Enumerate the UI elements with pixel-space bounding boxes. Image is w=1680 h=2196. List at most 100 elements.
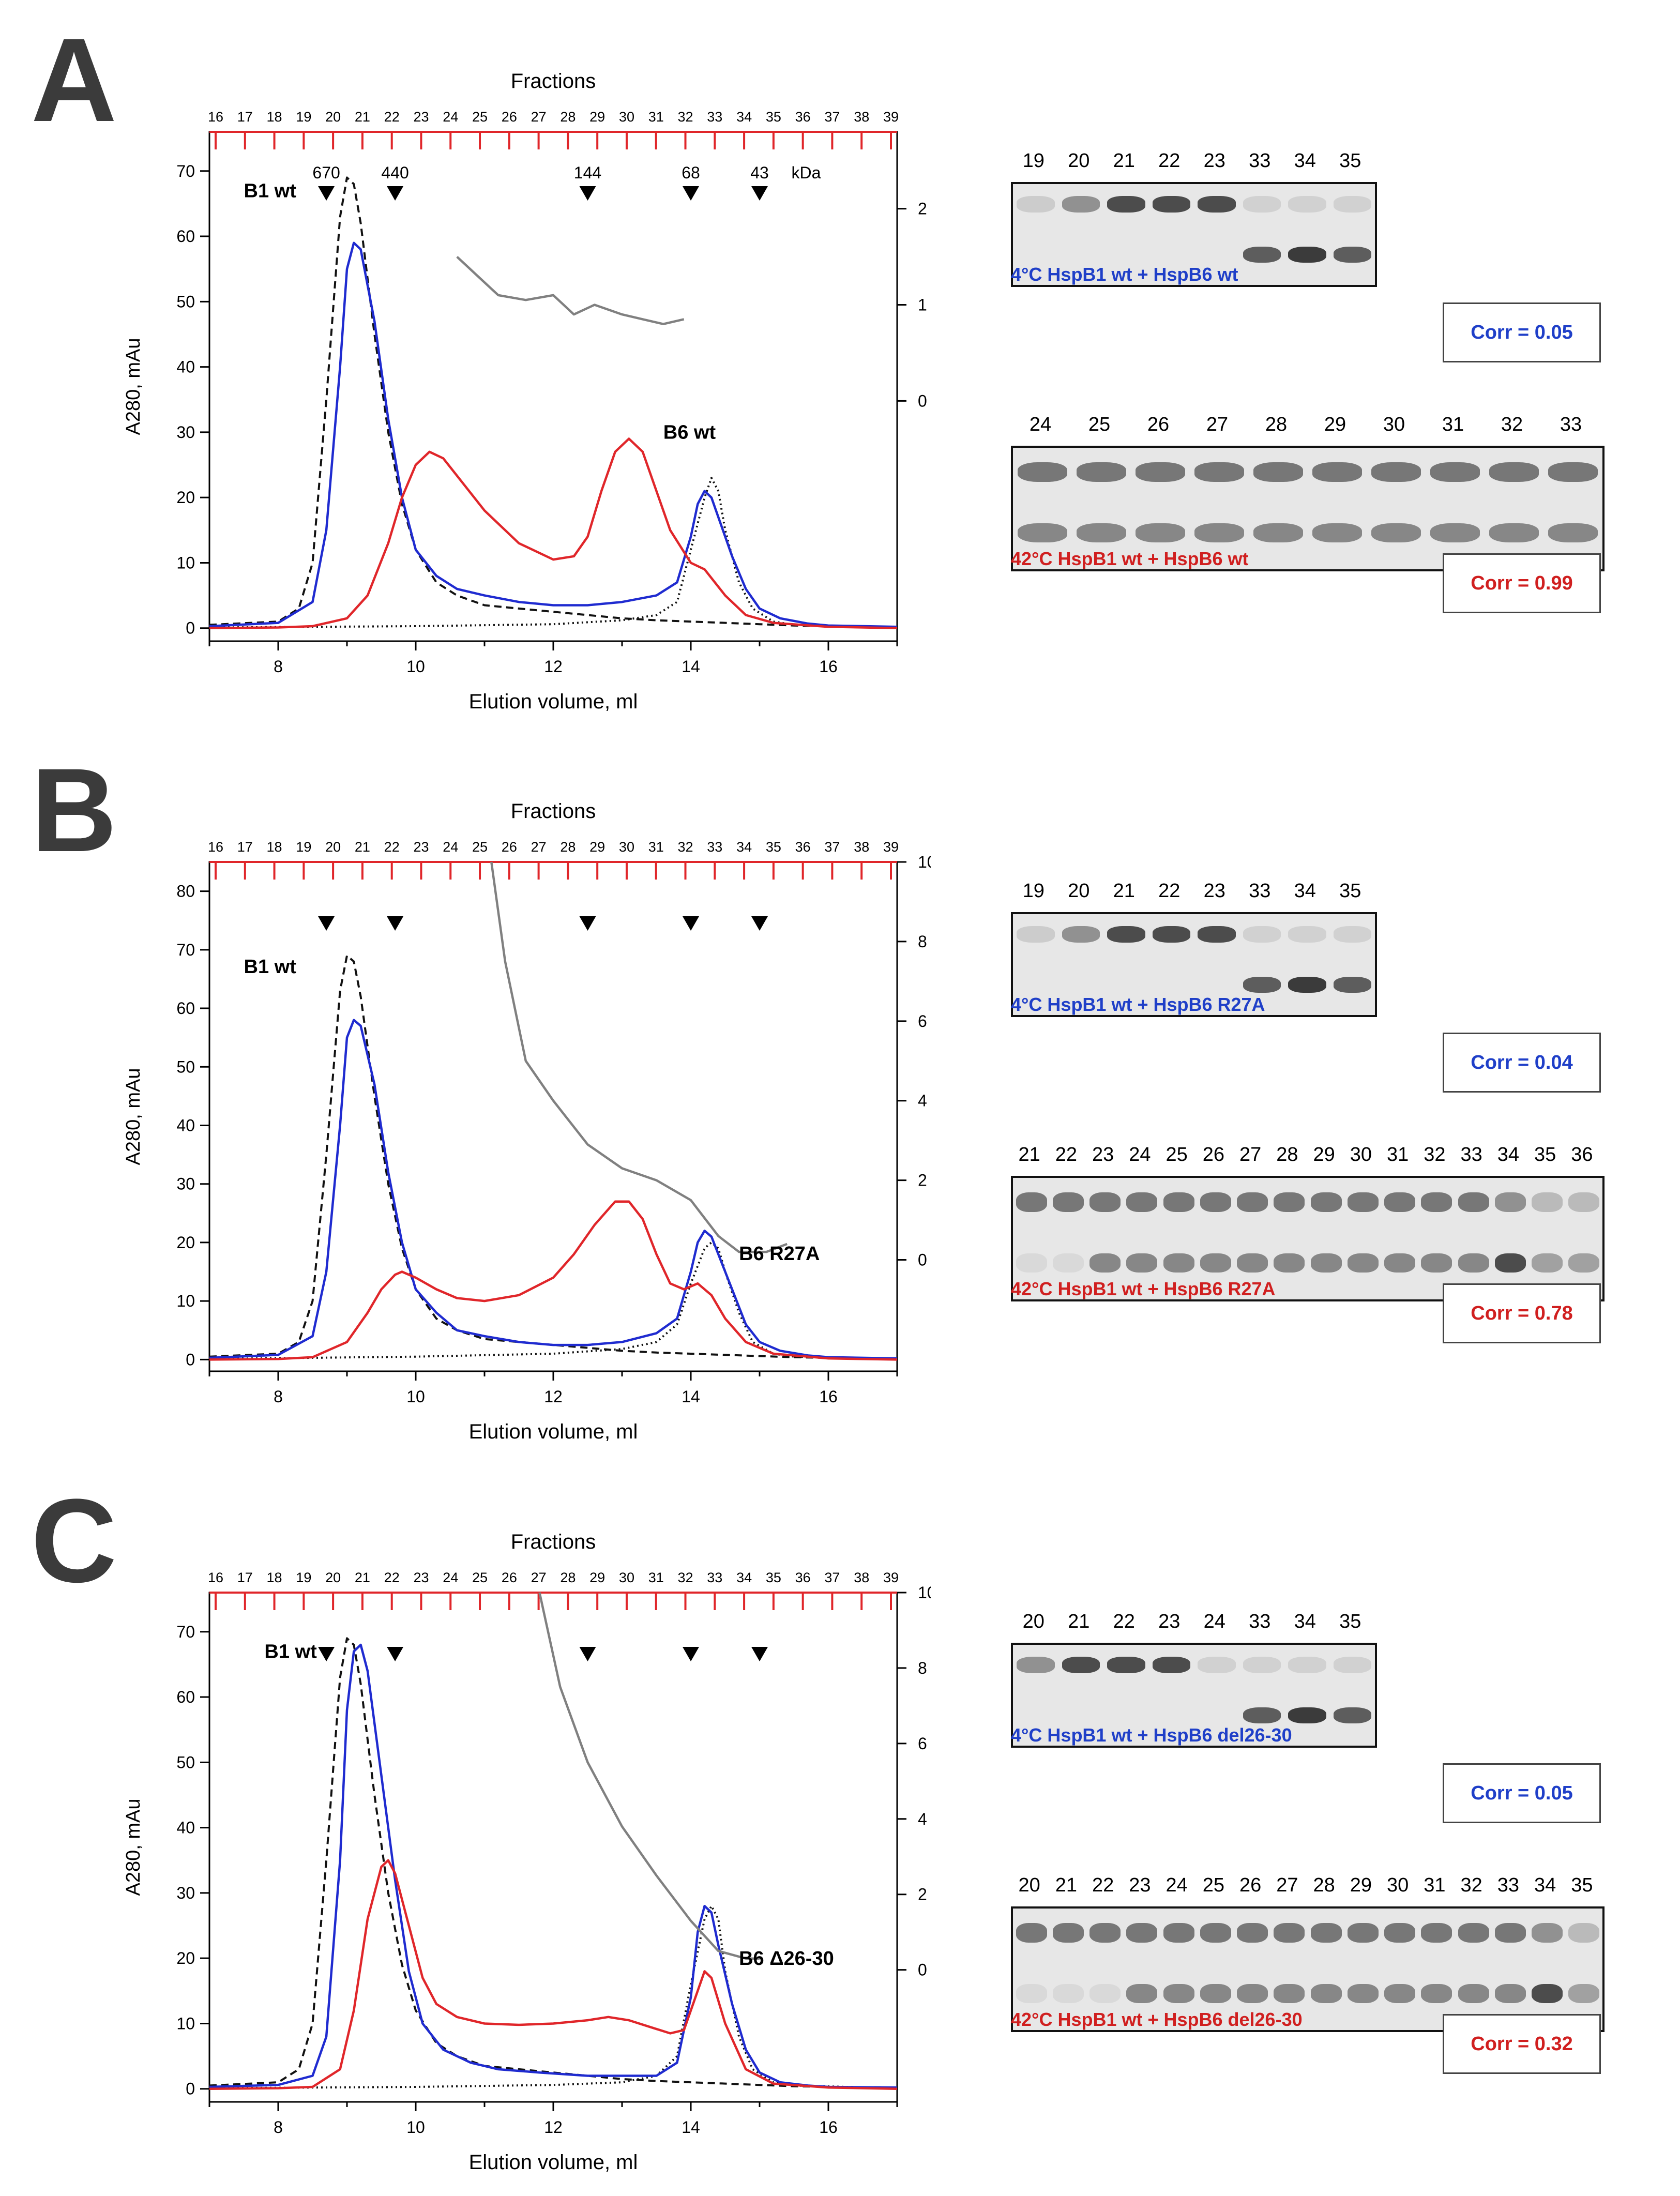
- fraction-label: 33: [707, 1570, 722, 1585]
- gel-band: [1243, 976, 1281, 993]
- fraction-label: 33: [707, 109, 722, 125]
- gel-band: [1194, 523, 1244, 543]
- gel-band: [1494, 1983, 1526, 2004]
- chromatogram-chart: 16 17 18 19 20 21 22 23 24 25 26 27 28 29 30 31 32 33 34 35…: [123, 800, 931, 1443]
- gel-band: [1062, 196, 1100, 213]
- fraction-label: 26: [502, 839, 517, 855]
- gel-lane-number: 30: [1386, 1874, 1409, 1896]
- gel-band: [1107, 196, 1145, 213]
- gel-lane-number: 29: [1350, 1874, 1372, 1896]
- gel-band: [1371, 462, 1421, 482]
- gel-band: [1548, 462, 1598, 482]
- size-marker-unit: kDa: [792, 163, 821, 182]
- fraction-label: 16: [208, 109, 223, 125]
- gel-lane-number: 30: [1350, 1144, 1372, 1165]
- y-tick-label: 30: [176, 423, 195, 442]
- gel-band: [1243, 246, 1281, 263]
- y2-tick-label: 4: [918, 1092, 927, 1110]
- gel-band: [1017, 926, 1055, 943]
- gel-lane-number: 28: [1276, 1144, 1298, 1165]
- gel-band: [1333, 926, 1371, 943]
- gel-lane-number: 26: [1239, 1874, 1262, 1896]
- gel-lane-number: 33: [1249, 150, 1271, 172]
- peak-annotation: B6 R27A: [739, 1243, 820, 1265]
- gel-band: [1107, 1657, 1145, 1673]
- fraction-label: 34: [736, 839, 752, 855]
- gel-band: [1310, 1192, 1342, 1212]
- gel-lane-number: 28: [1265, 414, 1288, 435]
- gel-band: [1274, 1983, 1305, 2004]
- fraction-label: 22: [384, 839, 400, 855]
- gel-band: [1489, 523, 1539, 543]
- gel-band: [1288, 1707, 1326, 1724]
- x-tick-label: 10: [406, 657, 425, 676]
- gel-caption: 42°C HspB1 wt + HspB6 del26-30: [1011, 2009, 1303, 2030]
- plot-frame: [208, 861, 898, 1372]
- gel-lane-number: 20: [1068, 880, 1090, 902]
- y-tick-label: 20: [176, 488, 195, 507]
- size-marker-triangle: [683, 186, 699, 201]
- series-line: [209, 1643, 898, 2089]
- gel-lane-number: 32: [1424, 1144, 1446, 1165]
- gel-band: [1532, 1923, 1563, 1943]
- gel-band: [1077, 523, 1126, 543]
- gel-lane-number: 20: [1018, 1874, 1040, 1896]
- fraction-label: 22: [384, 109, 400, 125]
- fraction-label: 17: [237, 109, 253, 125]
- peak-annotation: B6 Δ26-30: [739, 1948, 834, 1970]
- gel-lane-number: 33: [1560, 414, 1582, 435]
- fraction-label: 39: [883, 109, 899, 125]
- gel-lane-number: 33: [1249, 1611, 1271, 1632]
- gel-band: [1152, 1657, 1190, 1673]
- fraction-label: 36: [795, 109, 811, 125]
- fraction-label: 29: [589, 109, 605, 125]
- fraction-label: 32: [677, 109, 693, 125]
- x-tick-label: 8: [274, 2118, 283, 2137]
- fraction-label: 17: [237, 839, 253, 855]
- gel-lane-number: 35: [1571, 1874, 1593, 1896]
- fraction-label: 32: [677, 839, 693, 855]
- gel-band: [1243, 926, 1281, 943]
- fraction-label: 38: [854, 839, 869, 855]
- gel-image: [1011, 1643, 1377, 1748]
- gel-band: [1089, 1923, 1121, 1943]
- gel-band: [1017, 196, 1055, 213]
- size-marker-triangle: [387, 916, 404, 931]
- gel-band: [1384, 1253, 1416, 1273]
- gel-lane-number: 23: [1203, 150, 1225, 172]
- gel-lane-labels: 19 20 21 22 23 33 34 35: [1011, 880, 1373, 911]
- size-marker-triangle: [318, 186, 335, 201]
- gel-band: [1200, 1983, 1231, 2004]
- series-line: [538, 1592, 760, 1960]
- gel-band: [1126, 1192, 1158, 1212]
- y-tick-label: 60: [176, 999, 195, 1018]
- gel-lane-number: 31: [1442, 414, 1464, 435]
- gel-band: [1288, 926, 1326, 943]
- gel-band: [1016, 1253, 1047, 1273]
- fraction-label: 17: [237, 1570, 253, 1585]
- gel-lane-number: 33: [1497, 1874, 1520, 1896]
- gel-band: [1384, 1923, 1416, 1943]
- gel-lane-number: 26: [1202, 1144, 1225, 1165]
- y-axis-label: A280, mAu: [123, 1799, 144, 1896]
- peak-annotation: B6 wt: [663, 422, 716, 444]
- gel-lane-number: 34: [1294, 1611, 1316, 1632]
- gel-band: [1333, 246, 1371, 263]
- gel-band: [1347, 1923, 1379, 1943]
- gel-band: [1163, 1192, 1194, 1212]
- y-tick-label: 10: [176, 1292, 195, 1310]
- fraction-label: 19: [296, 1570, 311, 1585]
- gel-band: [1310, 1253, 1342, 1273]
- x-tick-label: 12: [544, 2118, 563, 2137]
- y2-tick-label: 2: [918, 1885, 927, 1904]
- gel-band: [1489, 462, 1539, 482]
- gel-band: [1274, 1923, 1305, 1943]
- y-tick-label: 70: [176, 941, 195, 959]
- fraction-label: 18: [267, 839, 282, 855]
- fraction-label: 21: [355, 1570, 370, 1585]
- series-line: [209, 955, 898, 1360]
- gel-band: [1310, 1923, 1342, 1943]
- y2-tick-label: 1: [918, 296, 927, 314]
- fraction-label: 33: [707, 839, 722, 855]
- gel-band: [1532, 1192, 1563, 1212]
